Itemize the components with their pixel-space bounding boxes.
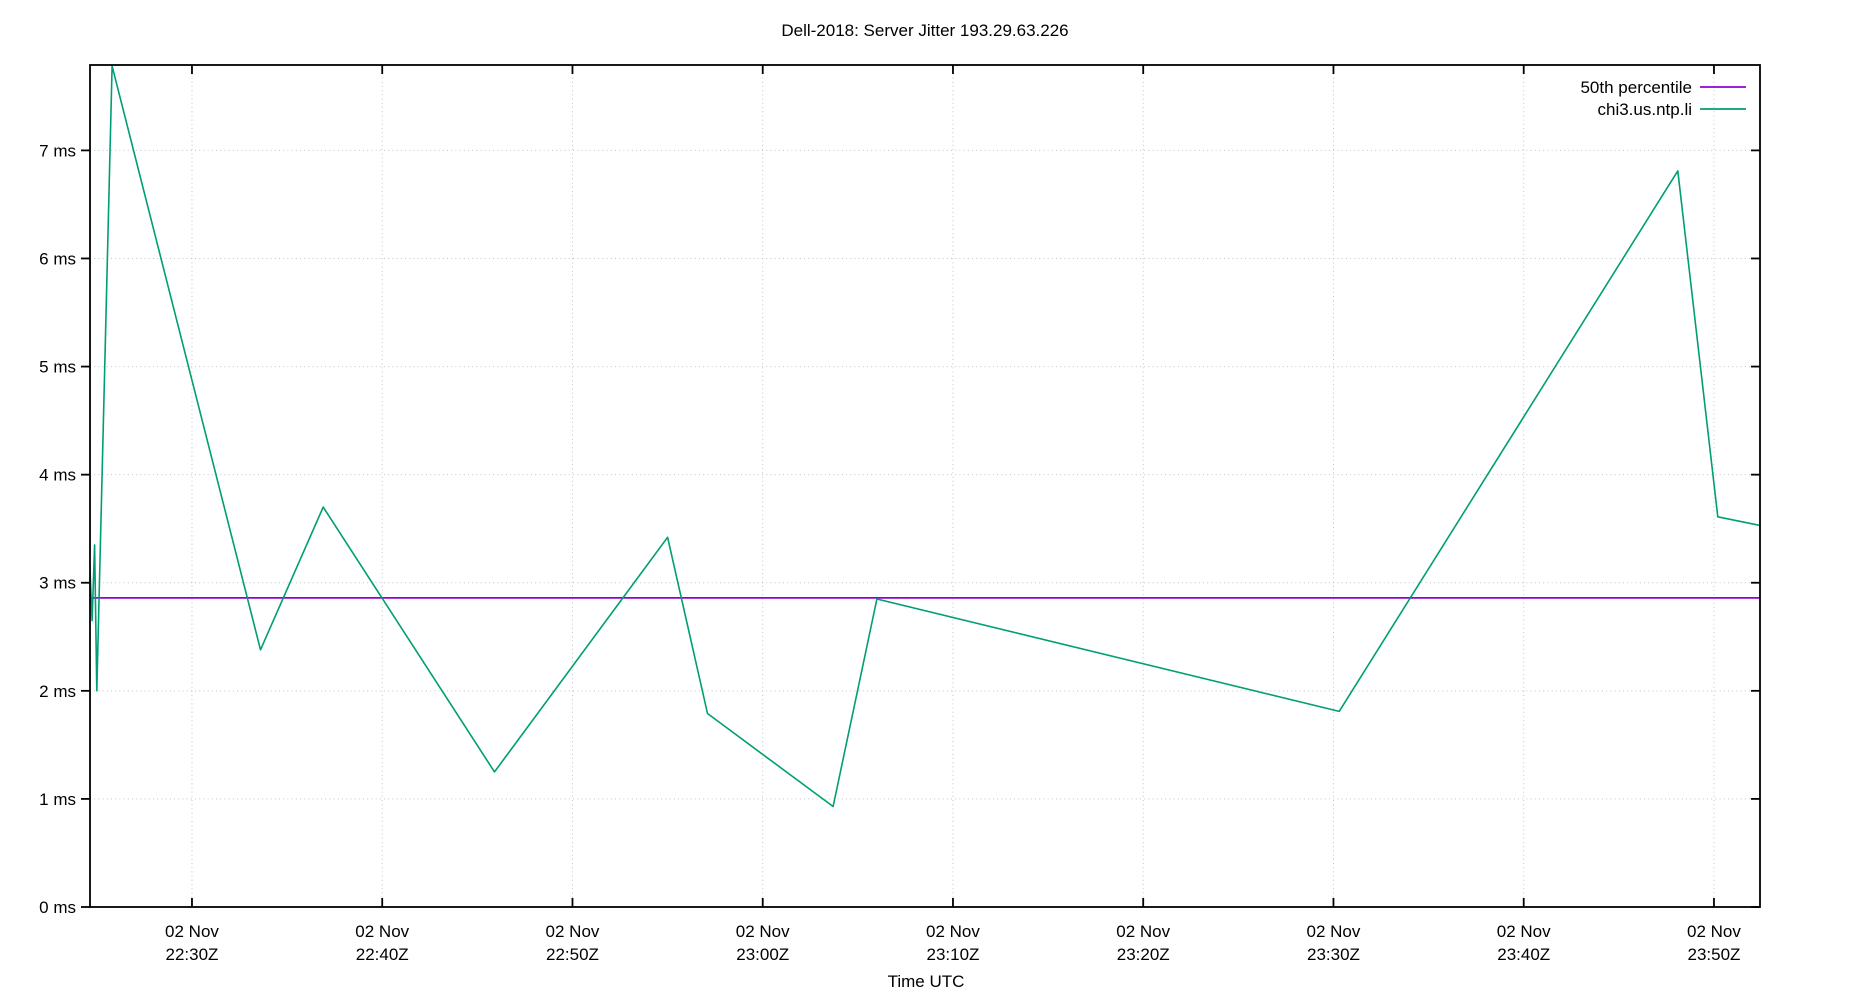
legend-label: chi3.us.ntp.li (1598, 100, 1693, 119)
x-tick-label: 02 Nov 22:50Z (546, 922, 600, 964)
plot-border (89, 64, 1761, 908)
x-tick-label: 02 Nov 23:20Z (1116, 922, 1170, 964)
plot-area: 0 ms 1 ms 2 ms 3 ms 4 ms 5 ms 6 ms 7 ms 02 Nov 22… (39, 64, 1761, 964)
legend-label: 50th percentile (1580, 78, 1692, 97)
x-tick-label: 02 Nov 23:40Z (1497, 922, 1551, 964)
series-line-chi3.us.ntp.li (90, 65, 1760, 808)
x-tick-label: 02 Nov 23:00Z (736, 922, 790, 964)
y-tick-label: 6 ms (39, 249, 76, 268)
chart-title: Dell-2018: Server Jitter 193.29.63.226 (781, 21, 1068, 40)
y-tick-label: 4 ms (39, 466, 76, 485)
y-tick-label: 3 ms (39, 574, 76, 593)
x-tick-label: 02 Nov 22:30Z (165, 922, 219, 964)
y-tick-label: 1 ms (39, 790, 76, 809)
y-tick-label: 0 ms (39, 898, 76, 917)
x-tick-label: 02 Nov 23:10Z (926, 922, 980, 964)
y-tick-label: 7 ms (39, 141, 76, 160)
x-tick-label: 02 Nov 23:50Z (1687, 922, 1741, 964)
x-tick-label: 02 Nov 22:40Z (355, 922, 409, 964)
y-tick-label: 5 ms (39, 358, 76, 377)
x-tick-label: 02 Nov 23:30Z (1307, 922, 1361, 964)
x-axis-label: Time UTC (888, 972, 965, 991)
y-tick-label: 2 ms (39, 682, 76, 701)
